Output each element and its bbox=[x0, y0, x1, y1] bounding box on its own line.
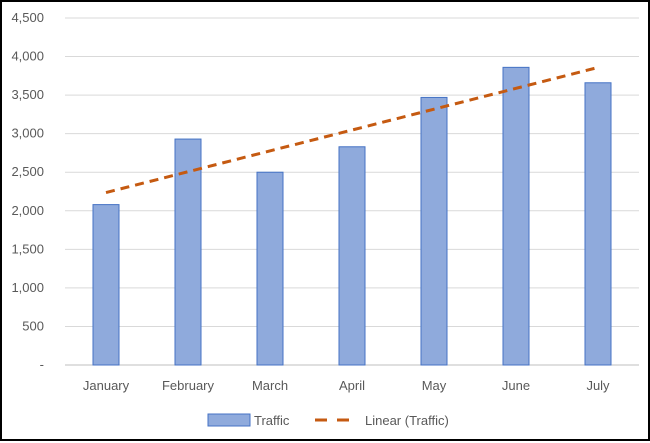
bar-january bbox=[92, 204, 120, 366]
bar-may bbox=[420, 96, 448, 366]
y-tick-label: - bbox=[40, 357, 44, 372]
legend-label-traffic: Traffic bbox=[254, 413, 290, 428]
y-tick-label: 1,000 bbox=[11, 280, 44, 295]
x-tick-label: January bbox=[83, 378, 130, 393]
trendline-linear bbox=[105, 66, 599, 195]
bar-july bbox=[584, 82, 612, 366]
y-tick-label: 1,500 bbox=[11, 241, 44, 256]
bar-march bbox=[256, 171, 284, 366]
y-tick-label: 500 bbox=[22, 318, 44, 333]
y-tick-label: 3,500 bbox=[11, 87, 44, 102]
x-tick-label: June bbox=[502, 378, 530, 393]
x-tick-label: March bbox=[252, 378, 288, 393]
y-tick-label: 2,500 bbox=[11, 164, 44, 179]
x-tick-label: February bbox=[162, 378, 215, 393]
x-tick-label: May bbox=[422, 378, 447, 393]
x-tick-label: July bbox=[586, 378, 610, 393]
bar-june bbox=[502, 66, 530, 366]
y-tick-label: 4,500 bbox=[11, 10, 44, 25]
bar-february bbox=[174, 138, 202, 366]
bar-april bbox=[338, 146, 366, 366]
y-tick-label: 3,000 bbox=[11, 126, 44, 141]
x-tick-label: April bbox=[339, 378, 365, 393]
legend-label-linear: Linear (Traffic) bbox=[365, 413, 449, 428]
y-tick-label: 4,000 bbox=[11, 49, 44, 64]
legend-swatch-traffic bbox=[207, 413, 251, 427]
y-tick-label: 2,000 bbox=[11, 203, 44, 218]
